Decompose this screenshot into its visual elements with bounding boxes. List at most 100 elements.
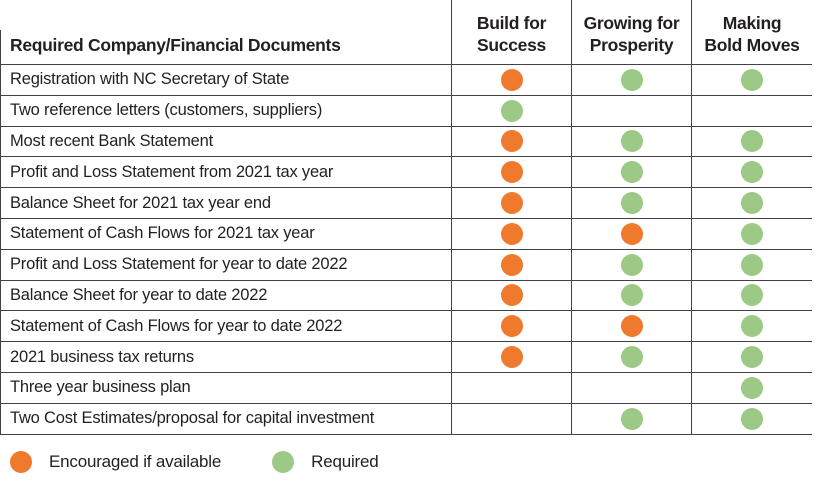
column-header-line: Making (722, 13, 782, 34)
table-row: Three year business plan (0, 371, 812, 403)
required-dot-icon (620, 68, 643, 91)
column-header-making-bold-moves: Making Bold Moves (691, 0, 812, 64)
required-dot-icon (741, 407, 763, 430)
status-cell-making_bold_moves (691, 249, 812, 280)
status-cell-growing_for_prosperity (571, 249, 691, 280)
row-label: 2021 business tax returns (10, 347, 194, 366)
row-label: Statement of Cash Flows for 2021 tax yea… (10, 224, 315, 243)
table-body: Registration with NC Secretary of State T… (0, 64, 812, 435)
encouraged-dot-icon (500, 284, 523, 307)
status-cell-making_bold_moves (691, 65, 812, 95)
status-cell-growing_for_prosperity (571, 65, 691, 95)
table-row: Two Cost Estimates/proposal for capital … (0, 402, 812, 434)
column-header-documents: Required Company/Financial Documents (10, 35, 341, 55)
legend-label-encouraged: Encouraged if available (49, 452, 222, 471)
table-left-border (0, 30, 1, 434)
required-dot-icon (500, 99, 523, 122)
required-dot-icon (741, 222, 763, 245)
encouraged-dot-icon (500, 222, 523, 245)
status-cell-making_bold_moves (691, 372, 812, 403)
status-cell-growing_for_prosperity (571, 372, 691, 403)
status-cell-build_for_success (451, 280, 571, 311)
status-cell-making_bold_moves (691, 188, 812, 218)
column-header-line: Bold Moves (704, 35, 800, 56)
required-dot-icon (741, 130, 763, 153)
status-cell-growing_for_prosperity (571, 157, 691, 188)
table-row: Statement of Cash Flows for year to date… (0, 310, 812, 342)
row-label: Profit and Loss Statement from 2021 tax … (10, 162, 334, 181)
required-dot-icon (741, 315, 763, 338)
status-cell-build_for_success (451, 95, 571, 126)
required-dot-icon (620, 407, 643, 430)
table-row: Profit and Loss Statement from 2021 tax … (0, 156, 812, 188)
status-cell-growing_for_prosperity (571, 342, 691, 372)
status-cell-build_for_success (451, 403, 571, 434)
status-cell-growing_for_prosperity (571, 126, 691, 157)
column-header-line: Growing for (583, 13, 680, 34)
encouraged-dot-icon (10, 451, 32, 473)
status-cell-making_bold_moves (691, 280, 812, 311)
row-label: Most recent Bank Statement (10, 131, 213, 150)
status-cell-making_bold_moves (691, 342, 812, 372)
status-cell-making_bold_moves (691, 218, 812, 249)
legend-item-required: Required (272, 451, 379, 473)
required-dot-icon (620, 253, 643, 276)
status-cell-growing_for_prosperity (571, 280, 691, 311)
status-cell-build_for_success (451, 342, 571, 372)
encouraged-dot-icon (500, 130, 523, 153)
requirements-table: Required Company/Financial Documents Bui… (0, 0, 812, 435)
status-cell-growing_for_prosperity (571, 311, 691, 342)
table-row: Balance Sheet for 2021 tax year end (0, 187, 812, 218)
legend: Encouraged if available Required (10, 451, 379, 473)
status-cell-making_bold_moves (691, 311, 812, 342)
encouraged-dot-icon (500, 253, 523, 276)
status-cell-build_for_success (451, 311, 571, 342)
status-cell-build_for_success (451, 157, 571, 188)
table-row: Registration with NC Secretary of State (0, 64, 812, 95)
required-dot-icon (272, 451, 295, 473)
status-cell-build_for_success (451, 218, 571, 249)
row-label: Balance Sheet for year to date 2022 (10, 285, 268, 304)
required-dot-icon (741, 192, 763, 215)
encouraged-dot-icon (620, 315, 643, 338)
required-dot-icon (741, 68, 763, 91)
required-dot-icon (741, 253, 763, 276)
row-label: Statement of Cash Flows for year to date… (10, 316, 343, 335)
row-label: Profit and Loss Statement for year to da… (10, 255, 348, 274)
status-cell-build_for_success (451, 249, 571, 280)
encouraged-dot-icon (500, 192, 523, 215)
table-row: Balance Sheet for year to date 2022 (0, 279, 812, 311)
status-cell-build_for_success (451, 65, 571, 95)
required-dot-icon (620, 130, 643, 153)
encouraged-dot-icon (620, 222, 643, 245)
column-header-build-for-success: Build for Success (451, 0, 571, 64)
column-header-line: Build for (476, 13, 547, 34)
required-dot-icon (620, 192, 643, 215)
status-cell-build_for_success (451, 126, 571, 157)
table-row: Statement of Cash Flows for 2021 tax yea… (0, 217, 812, 249)
required-dot-icon (741, 376, 763, 399)
encouraged-dot-icon (500, 346, 523, 369)
encouraged-dot-icon (500, 161, 523, 184)
row-label: Two Cost Estimates/proposal for capital … (10, 409, 375, 428)
required-dot-icon (741, 284, 763, 307)
status-cell-growing_for_prosperity (571, 218, 691, 249)
legend-label-required: Required (311, 452, 379, 471)
table-header-row: Required Company/Financial Documents Bui… (0, 0, 812, 64)
required-dot-icon (741, 161, 763, 184)
column-header-growing-for-prosperity: Growing for Prosperity (571, 0, 691, 64)
status-cell-making_bold_moves (691, 403, 812, 434)
encouraged-dot-icon (500, 68, 523, 91)
encouraged-dot-icon (500, 315, 523, 338)
status-cell-build_for_success (451, 188, 571, 218)
required-dot-icon (620, 346, 643, 369)
status-cell-build_for_success (451, 372, 571, 403)
row-label: Registration with NC Secretary of State (10, 70, 290, 89)
legend-item-encouraged: Encouraged if available (10, 451, 221, 473)
table-row: Most recent Bank Statement (0, 125, 812, 157)
required-dot-icon (620, 161, 643, 184)
status-cell-growing_for_prosperity (571, 188, 691, 218)
column-header-line: Success (477, 35, 546, 56)
status-cell-growing_for_prosperity (571, 95, 691, 126)
